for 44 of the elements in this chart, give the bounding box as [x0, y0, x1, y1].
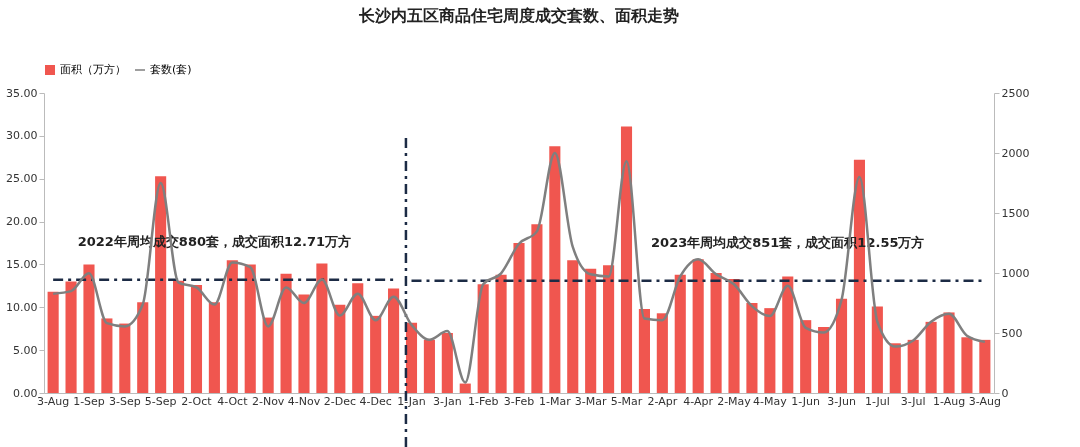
x-tick-label: 2-Oct [181, 394, 213, 408]
x-tick-label: 1-Jul [864, 394, 890, 408]
x-tick-label: 1-Mar [538, 394, 572, 408]
y-tick-label: 25.00 [6, 172, 38, 186]
y-tick-label: 15.00 [6, 257, 38, 271]
x-tick-label: 1-Feb [467, 394, 499, 408]
x-tick-label: 3-Aug [37, 394, 70, 408]
x-tick-label: 3-Jun [827, 394, 856, 408]
x-tick-label: 4-Nov [287, 394, 321, 408]
legend-label: 面积（万方） [60, 63, 126, 76]
y-tick-label: 20.00 [6, 215, 38, 229]
x-tick-label: 4-May [752, 394, 788, 408]
legend-label: 套数(套) [150, 63, 192, 76]
x-tick-label: 2-Apr [647, 394, 678, 408]
y2-tick-label: 1500 [1001, 206, 1030, 220]
y-tick-label: 5.00 [13, 343, 38, 357]
x-tick-label: 2-May [717, 394, 752, 408]
x-tick-label: 3-Jul [900, 394, 926, 408]
x-tick-label: 3-Feb [503, 394, 535, 408]
x-tick-label: 2-Nov [251, 394, 285, 408]
y-tick-label: 30.00 [6, 129, 38, 143]
x-tick-label: 3-Mar [574, 394, 607, 408]
x-tick-label: 1-Aug [932, 394, 966, 408]
x-tick-label: 5-Sep [144, 394, 177, 408]
x-tick-label: 3-Sep [108, 394, 141, 408]
x-tick-label: 5-Mar [610, 394, 643, 408]
y2-tick-label: 500 [1001, 326, 1023, 340]
y2-tick-label: 1000 [1001, 266, 1030, 280]
y2-tick-label: 0 [1001, 386, 1009, 400]
y-tick-label: 10.00 [6, 300, 38, 314]
y2-tick-label: 2000 [1001, 146, 1030, 160]
x-tick-label: 3-Aug [968, 394, 1001, 408]
x-tick-label: 1-Jan [397, 394, 426, 408]
x-tick-label: 4-Oct [217, 394, 249, 408]
x-tick-label: 3-Jan [433, 394, 462, 408]
y-tick-label: 0.00 [13, 386, 38, 400]
x-tick-label: 1-Jun [791, 394, 821, 408]
x-tick-label: 2-Dec [323, 394, 356, 408]
x-tick-label: 4-Apr [683, 394, 714, 408]
x-tick-label: 1-Sep [73, 394, 105, 408]
y-tick-label: 35.00 [6, 86, 38, 100]
y2-tick-label: 2500 [1001, 86, 1030, 100]
x-tick-label: 4-Dec [359, 394, 392, 408]
chart-title: 长沙内五区商品住宅周度成交套数、面积走势 [358, 6, 679, 25]
